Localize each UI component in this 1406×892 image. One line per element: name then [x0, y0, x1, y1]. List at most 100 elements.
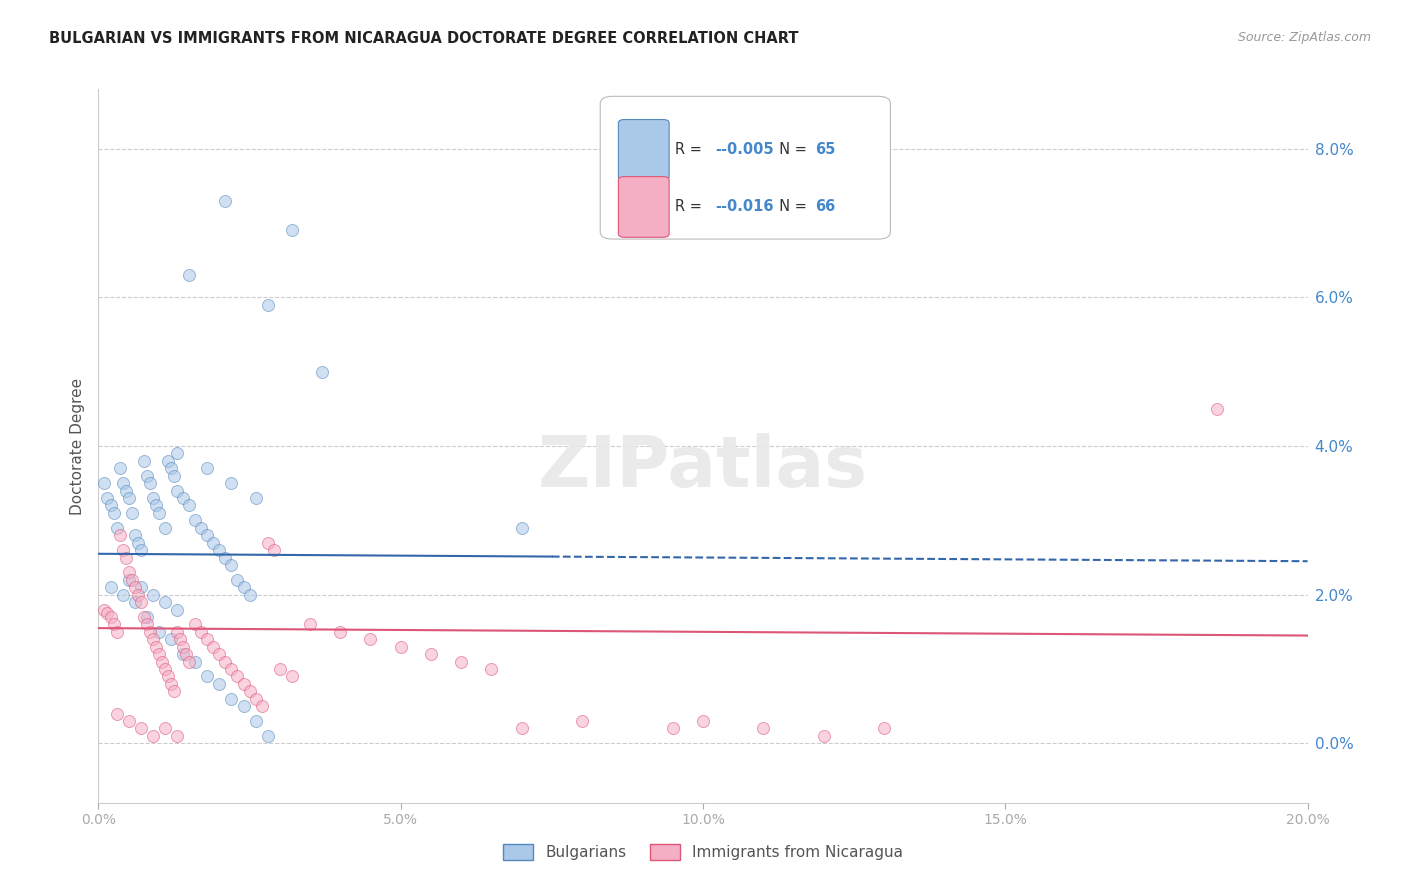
- Point: [208, 543, 231, 558]
- Point: [172, 491, 194, 505]
- Point: [481, 662, 503, 676]
- Point: [281, 669, 304, 683]
- Point: [245, 714, 267, 728]
- Point: [179, 655, 201, 669]
- Point: [214, 550, 236, 565]
- Point: [420, 647, 443, 661]
- Point: [184, 513, 207, 527]
- Point: [142, 588, 165, 602]
- Point: [190, 624, 212, 639]
- Point: [108, 528, 131, 542]
- Point: [174, 647, 197, 661]
- Point: [245, 691, 267, 706]
- Point: [156, 454, 179, 468]
- Point: [195, 669, 218, 683]
- Point: [163, 468, 186, 483]
- Point: [132, 454, 155, 468]
- Point: [139, 624, 162, 639]
- Point: [150, 655, 173, 669]
- Point: [153, 662, 176, 676]
- Point: [145, 499, 167, 513]
- Point: [105, 521, 128, 535]
- Point: [145, 640, 167, 654]
- Point: [127, 535, 149, 549]
- Point: [299, 617, 322, 632]
- Point: [166, 624, 188, 639]
- Point: [221, 476, 243, 491]
- Point: [118, 491, 141, 505]
- Point: [160, 677, 183, 691]
- Point: [135, 468, 157, 483]
- Point: [118, 714, 141, 728]
- Point: [93, 476, 115, 491]
- Point: [245, 491, 267, 505]
- Point: [153, 722, 176, 736]
- Point: [148, 647, 170, 661]
- Point: [256, 298, 278, 312]
- Point: [103, 506, 125, 520]
- Point: [179, 499, 201, 513]
- Point: [873, 722, 896, 736]
- Text: N =: N =: [769, 200, 811, 214]
- Point: [195, 461, 218, 475]
- Point: [172, 647, 194, 661]
- Point: [111, 543, 134, 558]
- Point: [263, 543, 285, 558]
- Point: [752, 722, 775, 736]
- Y-axis label: Doctorate Degree: Doctorate Degree: [69, 377, 84, 515]
- Point: [510, 722, 533, 736]
- Point: [221, 558, 243, 572]
- Point: [124, 595, 146, 609]
- Point: [129, 580, 152, 594]
- Point: [166, 446, 188, 460]
- Point: [142, 632, 165, 647]
- Point: [108, 461, 131, 475]
- FancyBboxPatch shape: [619, 120, 669, 180]
- Point: [111, 476, 134, 491]
- Point: [221, 662, 243, 676]
- Point: [226, 669, 249, 683]
- Point: [389, 640, 412, 654]
- Point: [329, 624, 352, 639]
- Point: [160, 461, 183, 475]
- Text: --0.016: --0.016: [716, 200, 773, 214]
- Point: [105, 706, 128, 721]
- Point: [153, 595, 176, 609]
- Point: [135, 610, 157, 624]
- Point: [163, 684, 186, 698]
- Point: [100, 580, 122, 594]
- Point: [96, 607, 118, 621]
- Point: [571, 714, 593, 728]
- Point: [360, 632, 382, 647]
- FancyBboxPatch shape: [600, 96, 890, 239]
- Point: [256, 729, 278, 743]
- Text: BULGARIAN VS IMMIGRANTS FROM NICARAGUA DOCTORATE DEGREE CORRELATION CHART: BULGARIAN VS IMMIGRANTS FROM NICARAGUA D…: [49, 31, 799, 46]
- Point: [129, 595, 152, 609]
- Point: [166, 729, 188, 743]
- Point: [148, 506, 170, 520]
- Text: R =: R =: [675, 200, 711, 214]
- Text: --0.005: --0.005: [716, 143, 773, 157]
- Point: [129, 722, 152, 736]
- Point: [169, 632, 191, 647]
- Point: [139, 476, 162, 491]
- Point: [166, 483, 188, 498]
- Point: [156, 669, 179, 683]
- Point: [269, 662, 291, 676]
- Point: [114, 483, 136, 498]
- Point: [124, 528, 146, 542]
- Point: [311, 365, 333, 379]
- Point: [114, 550, 136, 565]
- Point: [160, 632, 183, 647]
- Text: ZIPatlas: ZIPatlas: [538, 433, 868, 502]
- Point: [129, 543, 152, 558]
- Point: [195, 528, 218, 542]
- Point: [202, 640, 225, 654]
- Point: [105, 624, 128, 639]
- Point: [172, 640, 194, 654]
- Point: [661, 722, 683, 736]
- Point: [100, 499, 122, 513]
- Point: [232, 580, 254, 594]
- Legend: Bulgarians, Immigrants from Nicaragua: Bulgarians, Immigrants from Nicaragua: [496, 838, 910, 866]
- Text: R =: R =: [675, 143, 707, 157]
